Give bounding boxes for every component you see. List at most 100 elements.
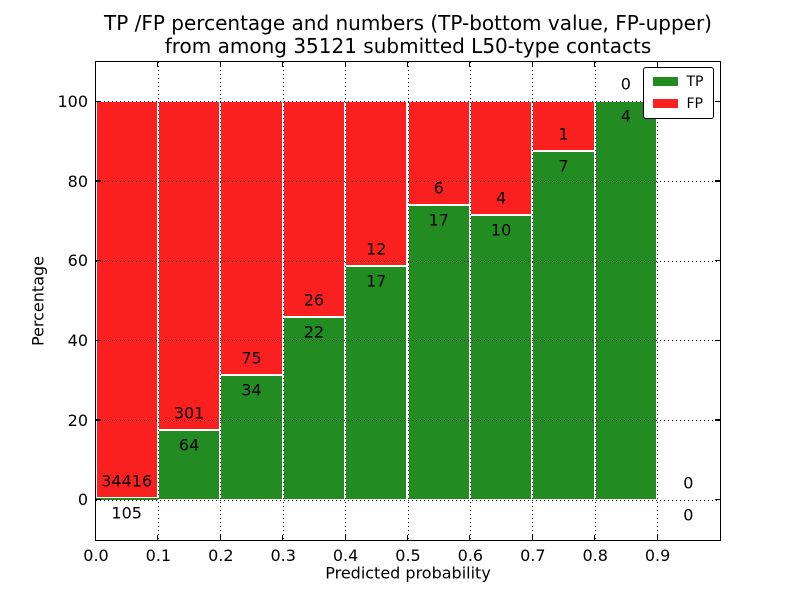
fp-count-label: 1 [558, 124, 569, 144]
bar-segment-fp [282, 101, 346, 318]
tp-swatch-icon [652, 77, 678, 86]
y-tick-mark [714, 499, 720, 501]
y-tick-mark [714, 260, 720, 262]
gridline-y [95, 340, 720, 342]
y-tick-mark [95, 180, 101, 182]
x-tick-mark [469, 61, 471, 67]
x-tick-mark [594, 61, 596, 67]
bar-segment-fp [345, 101, 408, 267]
x-tick-label: 0.1 [145, 546, 172, 565]
y-tick-label: 20 [67, 410, 88, 430]
chart-title-line2: from among 35121 submitted L50-type cont… [164, 34, 652, 58]
x-tick-mark [594, 534, 596, 540]
x-tick-mark [656, 534, 658, 540]
fp-count-label: 0 [683, 473, 694, 493]
bar-segment-tp [532, 151, 595, 500]
x-tick-label: 0.2 [208, 546, 234, 565]
fp-count-label: 4 [496, 188, 507, 208]
chart-title: TP /FP percentage and numbers (TP-bottom… [96, 12, 720, 58]
legend-label-fp: FP [686, 95, 704, 112]
bar-segment-tp [594, 101, 658, 500]
x-axis-label: Predicted probability [325, 563, 491, 583]
tp-count-label: 17 [366, 271, 387, 291]
bar-segment-tp [407, 205, 470, 500]
fp-count-label: 75 [241, 348, 262, 368]
tp-count-label: 4 [620, 106, 631, 126]
x-tick-mark [531, 61, 533, 67]
y-tick-label: 100 [57, 91, 88, 111]
bar-segment-fp [95, 101, 158, 499]
x-tick-mark [656, 61, 658, 67]
gridline-x [282, 61, 284, 540]
gridline-y [95, 499, 720, 501]
y-tick-mark [95, 100, 101, 102]
gridline-y [95, 260, 720, 262]
fp-count-label: 34416 [101, 471, 153, 491]
fp-count-label: 6 [433, 178, 444, 198]
tp-count-label: 0 [683, 505, 694, 525]
x-tick-mark [406, 534, 409, 540]
y-tick-mark [95, 339, 101, 341]
gridline-y [95, 420, 720, 421]
tp-count-label: 22 [303, 322, 325, 342]
y-tick-label: 80 [67, 171, 88, 191]
x-tick-mark [157, 534, 159, 540]
gridline-x [532, 61, 534, 540]
x-tick-label: 0.0 [83, 546, 109, 565]
tp-count-label: 34 [241, 380, 262, 400]
x-tick-mark [469, 534, 471, 540]
legend: TP FP [642, 66, 714, 119]
x-tick-label: 0.5 [395, 546, 421, 565]
y-tick-mark [714, 339, 720, 341]
legend-label-tp: TP [686, 73, 704, 90]
gridline-x [657, 61, 659, 540]
x-tick-label: 0.9 [644, 546, 671, 565]
gridline-y [95, 181, 720, 182]
fp-count-label: 301 [173, 403, 205, 423]
y-tick-mark [95, 419, 101, 421]
x-tick-mark [219, 61, 221, 67]
x-tick-mark [344, 534, 346, 540]
gridline-x [345, 61, 347, 540]
bar-segment-fp [157, 101, 221, 430]
tp-count-label: 64 [178, 435, 200, 455]
x-tick-mark [344, 61, 346, 67]
plot-canvas: 34416 105 301 64 75 34 26 22 12 17 6 17 4 10 1 7 0 4 0 0 [94, 61, 720, 540]
bar-segment-fp [220, 101, 283, 376]
y-tick-mark [714, 180, 720, 182]
gridline-x [594, 61, 596, 540]
fp-count-label: 26 [303, 290, 325, 310]
x-tick-mark [282, 61, 284, 67]
x-tick-mark [406, 61, 409, 67]
x-tick-mark [94, 61, 97, 67]
tp-count-label: 105 [111, 503, 142, 523]
gridline-x [469, 61, 471, 540]
gridline-x [157, 61, 159, 540]
x-tick-mark [94, 534, 97, 540]
tp-count-label: 10 [490, 220, 512, 240]
x-tick-mark [531, 534, 533, 540]
bar-segment-tp [95, 498, 158, 500]
legend-entry-tp: TP [652, 73, 704, 90]
x-tick-label: 0.6 [457, 546, 484, 565]
tp-count-label: 7 [558, 156, 569, 176]
y-tick-mark [714, 419, 720, 421]
x-tick-label: 0.3 [270, 546, 296, 565]
gridline-y [95, 101, 720, 103]
legend-entry-fp: FP [652, 95, 704, 112]
x-tick-label: 0.8 [582, 546, 608, 565]
gridline-x [220, 61, 222, 540]
x-tick-mark [282, 534, 284, 540]
x-tick-label: 0.4 [332, 546, 359, 565]
y-tick-mark [714, 100, 720, 102]
gridline-x [407, 61, 409, 540]
bar-segment-tp [469, 215, 533, 500]
fp-count-label: 0 [620, 74, 631, 94]
x-tick-mark [157, 61, 159, 67]
y-tick-mark [95, 260, 101, 262]
y-tick-label: 60 [67, 251, 88, 271]
chart-title-line1: TP /FP percentage and numbers (TP-bottom… [104, 11, 712, 35]
x-tick-mark [219, 534, 221, 540]
plot-area: 34416 105 301 64 75 34 26 22 12 17 6 17 4 10 1 7 0 4 0 0 TP… [94, 60, 721, 541]
